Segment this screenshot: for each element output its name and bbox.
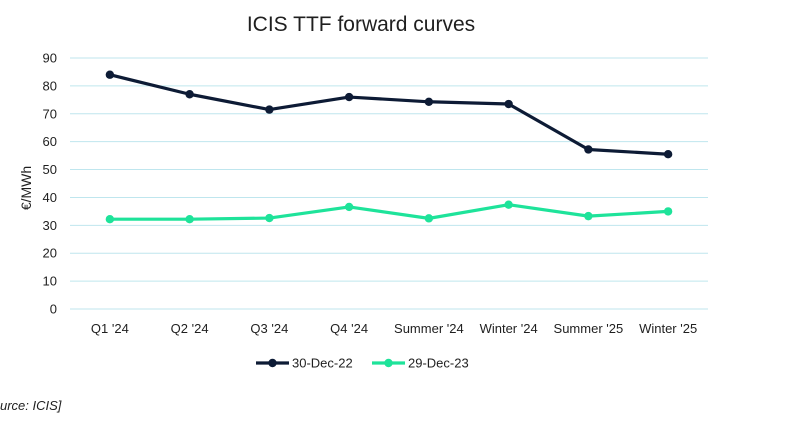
x-tick-label: Winter '24 [480, 321, 538, 336]
data-point [105, 214, 115, 224]
data-point [663, 207, 673, 216]
series-line-2 [108, 203, 670, 221]
data-point [185, 90, 194, 99]
y-tick-label: 50 [43, 162, 57, 177]
source-note: urce: ICIS] [0, 398, 62, 413]
data-point [424, 97, 434, 106]
y-axis-ticks: 0 10 20 30 40 50 60 70 80 90 [43, 51, 57, 317]
legend: 30-Dec-22 29-Dec-23 [256, 356, 469, 371]
y-tick-label: 40 [43, 190, 57, 205]
data-point [504, 99, 513, 109]
y-tick-label: 30 [43, 218, 57, 233]
data-point [344, 92, 354, 102]
x-tick-label: Summer '24 [394, 321, 464, 336]
y-tick-label: 90 [43, 51, 57, 66]
data-point [663, 150, 673, 159]
y-tick-label: 20 [43, 246, 57, 261]
data-point [265, 105, 274, 114]
y-tick-label: 70 [43, 106, 57, 121]
y-tick-label: 60 [43, 134, 57, 149]
data-point [424, 214, 434, 223]
data-point [265, 213, 274, 223]
data-point [584, 145, 593, 154]
y-axis-label: €/MWh [18, 166, 34, 210]
legend-marker-2 [384, 358, 393, 368]
data-point [105, 70, 115, 79]
series-group [105, 70, 673, 224]
x-tick-label: Q3 '24 [250, 321, 288, 336]
chart-title: ICIS TTF forward curves [247, 13, 475, 36]
data-point [344, 202, 354, 212]
data-point [584, 211, 593, 221]
x-tick-label: Q2 '24 [171, 321, 209, 336]
y-tick-label: 80 [43, 78, 57, 93]
grid-lines [70, 57, 708, 310]
x-tick-label: Summer '25 [554, 321, 624, 336]
data-point [504, 200, 513, 209]
legend-label-2: 29-Dec-23 [408, 356, 469, 371]
x-axis-ticks: Q1 '24 Q2 '24 Q3 '24 Q4 '24 Summer '24 Winter… [91, 321, 697, 336]
legend-label-1: 30-Dec-22 [292, 356, 353, 371]
x-tick-label: Q1 '24 [91, 321, 129, 336]
x-tick-label: Winter '25 [639, 321, 697, 336]
x-tick-label: Q4 '24 [330, 321, 368, 336]
y-tick-label: 0 [50, 302, 57, 317]
data-point [185, 214, 194, 224]
legend-marker-1 [268, 358, 277, 368]
y-tick-label: 10 [43, 274, 57, 289]
series-line-1 [108, 73, 670, 156]
